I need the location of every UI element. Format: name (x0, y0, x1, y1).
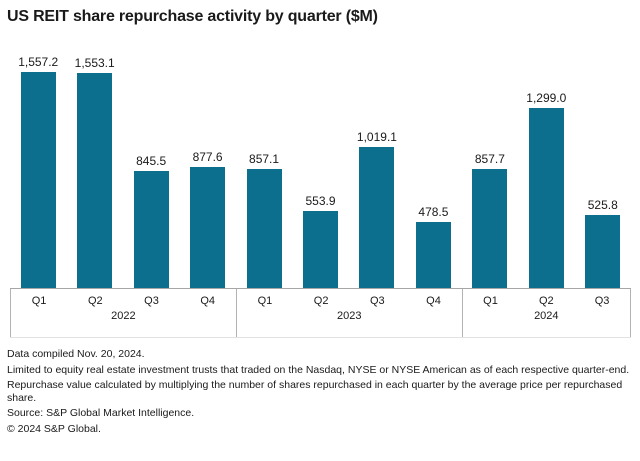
x-group-label-2023: 2023 (336, 310, 362, 322)
bar-value-label-2022-Q3: 845.5 (136, 154, 167, 168)
x-tick-2023-Q4: Q4 (426, 295, 441, 307)
bar-2023-Q3 (359, 147, 395, 288)
x-tick-2024-Q3: Q3 (594, 295, 610, 307)
x-axis-group-2022: Q1 Q2 Q3 Q4 2022 (10, 289, 236, 337)
x-tick-2023-Q3: Q3 (369, 295, 385, 307)
bar-2023-Q2 (303, 211, 338, 288)
bar-value-label-2022-Q4: 877.6 (192, 150, 223, 164)
quarter-tick-row-2022: Q1 Q2 Q3 Q4 (11, 289, 236, 307)
x-tick-2022-Q2: Q2 (87, 295, 103, 307)
x-group-label-2022: 2022 (111, 310, 136, 322)
x-axis: Q1 Q2 Q3 Q4 2022 Q1 Q2 Q3 Q4 2023 Q1 Q2 Q3 2024 (10, 288, 631, 338)
footnote-line-5: © 2024 S&P Global. (7, 422, 101, 435)
bar-value-label-2023-Q1: 857.1 (249, 152, 280, 166)
x-tick-2023-Q2: Q2 (313, 295, 329, 307)
footnote-line-3: Repurchase value calculated by multiplyi… (7, 379, 623, 404)
bar-2023-Q1 (246, 169, 282, 288)
x-tick-2023-Q1: Q1 (257, 295, 273, 307)
bar-2024-Q2 (528, 108, 564, 288)
x-tick-2022-Q4: Q4 (200, 295, 216, 307)
bar-value-label-2023-Q4: 478.5 (418, 205, 449, 219)
bar-value-label-2022-Q1: 1,557.2 (18, 55, 59, 69)
bar-2022-Q3 (133, 171, 169, 288)
x-axis-group-2023: Q1 Q2 Q3 Q4 2023 (235, 289, 462, 337)
bar-2024-Q1 (472, 169, 508, 288)
bar-value-label-2024-Q2: 1,299.0 (526, 91, 567, 105)
x-tick-2022-Q1: Q1 (31, 295, 47, 307)
bar-2022-Q2 (77, 73, 113, 288)
x-tick-2022-Q3: Q3 (144, 295, 159, 307)
bar-value-label-2023-Q3: 1,019.1 (356, 130, 397, 144)
footnotes: Data compiled Nov. 20, 2024. Limited to e… (7, 348, 631, 438)
footnote-line-4: Source: S&P Global Market Intelligence. (7, 407, 195, 419)
bar-2022-Q1 (20, 72, 56, 288)
x-group-label-2024: 2024 (534, 310, 559, 322)
quarter-tick-row-2023: Q1 Q2 Q3 Q4 (237, 289, 462, 307)
x-tick-2024-Q1: Q1 (483, 295, 498, 307)
bar-value-label-2024-Q3: 525.8 (587, 198, 618, 212)
quarter-tick-row-2024: Q1 Q2 Q3 (463, 289, 630, 307)
bar-2024-Q3 (585, 215, 621, 288)
x-tick-2024-Q2: Q2 (538, 295, 554, 307)
footnote-line-2: Limited to equity real estate investment… (7, 363, 630, 376)
chart-title: US REIT share repurchase activity by qua… (7, 8, 378, 25)
bar-value-label-2024-Q1: 857.7 (474, 152, 505, 166)
bar-2023-Q4 (415, 222, 451, 288)
bar-value-label-2023-Q2: 553.9 (305, 194, 336, 208)
bar-2022-Q4 (190, 167, 226, 288)
bar-value-label-2022-Q2: 1,553.1 (74, 56, 115, 70)
x-axis-group-2024: Q1 Q2 Q3 2024 (461, 289, 631, 337)
bar-plot-area: 1,557.2 1,553.1 845.5 877.6 857.1 553.9 1,019.… (18, 55, 621, 288)
footnote-line-1: Data compiled Nov. 20, 2024. (7, 348, 145, 360)
